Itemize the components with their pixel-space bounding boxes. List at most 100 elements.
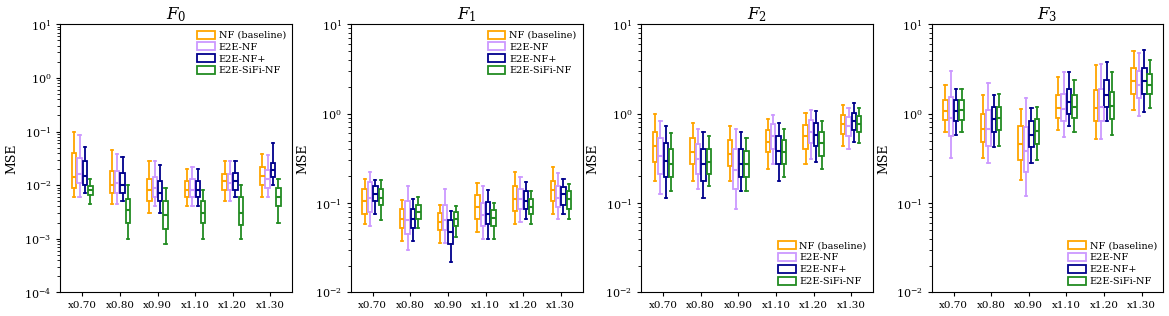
Legend: NF (baseline), E2E-NF, E2E-NF+, E2E-SiFi-NF: NF (baseline), E2E-NF, E2E-NF+, E2E-SiFi… [1065, 238, 1161, 289]
PathPatch shape [766, 130, 770, 152]
PathPatch shape [567, 191, 572, 209]
PathPatch shape [83, 161, 88, 185]
PathPatch shape [1072, 95, 1077, 118]
PathPatch shape [518, 189, 523, 209]
PathPatch shape [954, 100, 959, 121]
PathPatch shape [745, 151, 748, 177]
PathPatch shape [1067, 89, 1071, 114]
PathPatch shape [987, 110, 990, 145]
PathPatch shape [1142, 69, 1147, 94]
PathPatch shape [551, 181, 555, 201]
PathPatch shape [362, 189, 367, 214]
PathPatch shape [368, 182, 372, 212]
PathPatch shape [195, 181, 200, 197]
PathPatch shape [556, 186, 560, 207]
PathPatch shape [158, 181, 162, 201]
PathPatch shape [480, 203, 485, 226]
PathPatch shape [265, 170, 270, 188]
PathPatch shape [191, 179, 195, 197]
PathPatch shape [164, 201, 168, 229]
PathPatch shape [733, 149, 738, 189]
Y-axis label: MSE: MSE [877, 143, 891, 173]
PathPatch shape [841, 115, 845, 134]
PathPatch shape [706, 149, 711, 174]
PathPatch shape [691, 138, 694, 164]
PathPatch shape [1061, 94, 1066, 121]
PathPatch shape [185, 181, 189, 197]
PathPatch shape [561, 187, 566, 205]
PathPatch shape [782, 140, 787, 164]
PathPatch shape [1136, 71, 1141, 98]
PathPatch shape [669, 149, 673, 177]
PathPatch shape [147, 179, 152, 201]
PathPatch shape [524, 191, 528, 209]
PathPatch shape [437, 213, 442, 230]
Y-axis label: MSE: MSE [587, 143, 600, 173]
PathPatch shape [201, 201, 206, 223]
PathPatch shape [379, 189, 383, 205]
PathPatch shape [846, 117, 851, 136]
Y-axis label: MSE: MSE [6, 143, 19, 173]
PathPatch shape [960, 100, 963, 120]
PathPatch shape [416, 205, 421, 219]
PathPatch shape [222, 174, 227, 190]
PathPatch shape [115, 172, 119, 193]
PathPatch shape [88, 186, 92, 195]
PathPatch shape [373, 186, 378, 201]
PathPatch shape [234, 173, 237, 190]
PathPatch shape [1035, 118, 1039, 144]
Legend: NF (baseline), E2E-NF, E2E-NF+, E2E-SiFi-NF: NF (baseline), E2E-NF, E2E-NF+, E2E-SiFi… [194, 27, 289, 79]
PathPatch shape [1024, 127, 1029, 173]
PathPatch shape [701, 149, 706, 181]
PathPatch shape [943, 100, 948, 120]
PathPatch shape [410, 209, 415, 228]
PathPatch shape [443, 205, 448, 230]
PathPatch shape [491, 210, 496, 226]
PathPatch shape [809, 120, 814, 143]
PathPatch shape [72, 153, 76, 188]
PathPatch shape [126, 199, 130, 223]
PathPatch shape [530, 199, 533, 214]
PathPatch shape [948, 97, 953, 136]
PathPatch shape [1109, 92, 1114, 118]
Legend: NF (baseline), E2E-NF, E2E-NF+, E2E-SiFi-NF: NF (baseline), E2E-NF, E2E-NF+, E2E-SiFi… [484, 27, 580, 79]
PathPatch shape [997, 106, 1002, 131]
PathPatch shape [271, 163, 275, 177]
Title: $F_2$: $F_2$ [747, 6, 767, 24]
PathPatch shape [513, 186, 518, 211]
PathPatch shape [228, 174, 233, 190]
PathPatch shape [406, 201, 410, 234]
PathPatch shape [664, 143, 667, 177]
PathPatch shape [981, 114, 985, 142]
PathPatch shape [486, 202, 491, 224]
Title: $F_0$: $F_0$ [166, 6, 187, 24]
PathPatch shape [276, 188, 281, 206]
Title: $F_1$: $F_1$ [457, 6, 477, 24]
PathPatch shape [652, 131, 657, 162]
PathPatch shape [238, 197, 243, 225]
PathPatch shape [728, 140, 733, 166]
PathPatch shape [1105, 80, 1109, 107]
Legend: NF (baseline), E2E-NF, E2E-NF+, E2E-SiFi-NF: NF (baseline), E2E-NF, E2E-NF+, E2E-SiFi… [775, 238, 870, 289]
PathPatch shape [1132, 69, 1136, 94]
PathPatch shape [1056, 95, 1060, 118]
PathPatch shape [739, 149, 743, 177]
PathPatch shape [400, 209, 404, 228]
PathPatch shape [449, 220, 452, 244]
Y-axis label: MSE: MSE [297, 143, 310, 173]
PathPatch shape [776, 136, 781, 164]
PathPatch shape [803, 125, 808, 149]
PathPatch shape [1029, 121, 1033, 147]
PathPatch shape [77, 158, 82, 183]
PathPatch shape [658, 138, 663, 174]
PathPatch shape [696, 143, 700, 174]
PathPatch shape [261, 167, 264, 185]
PathPatch shape [1018, 126, 1023, 161]
PathPatch shape [857, 116, 862, 132]
PathPatch shape [1099, 89, 1104, 121]
PathPatch shape [153, 177, 157, 197]
PathPatch shape [110, 172, 115, 193]
Title: $F_3$: $F_3$ [1037, 6, 1058, 24]
PathPatch shape [814, 123, 818, 146]
PathPatch shape [454, 212, 458, 226]
